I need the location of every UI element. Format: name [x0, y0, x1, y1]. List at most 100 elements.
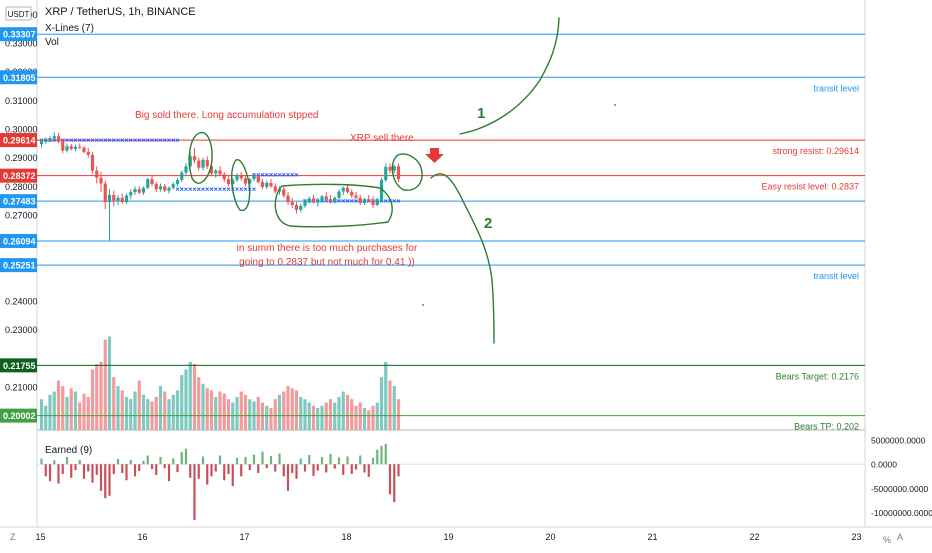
candle[interactable] — [73, 144, 78, 152]
candle[interactable] — [192, 147, 197, 164]
candle[interactable] — [48, 136, 52, 142]
timezone-button[interactable]: Z — [10, 532, 16, 542]
candle[interactable] — [239, 172, 243, 181]
candle[interactable] — [337, 189, 341, 200]
currency-badge[interactable]: USDT — [5, 6, 32, 21]
candle[interactable] — [392, 164, 396, 174]
candle[interactable] — [175, 177, 180, 187]
candle[interactable] — [358, 194, 362, 205]
volume-bar — [175, 390, 180, 430]
candle[interactable] — [290, 197, 294, 208]
candle[interactable] — [137, 186, 141, 195]
candle-body — [52, 136, 56, 139]
level-price-badge[interactable] — [0, 358, 37, 373]
candle[interactable] — [354, 192, 358, 200]
candle[interactable] — [154, 182, 158, 193]
candle[interactable] — [103, 180, 107, 210]
candle[interactable] — [341, 186, 345, 195]
candle[interactable] — [371, 196, 375, 208]
candle[interactable] — [256, 174, 260, 184]
candle[interactable] — [56, 133, 61, 144]
percent-scale-button[interactable]: % — [883, 535, 891, 545]
level-price-badge[interactable] — [0, 168, 37, 183]
candle[interactable] — [116, 194, 120, 205]
candle[interactable] — [188, 151, 192, 170]
candle[interactable] — [388, 163, 392, 174]
candle[interactable] — [150, 176, 154, 187]
candle[interactable] — [345, 184, 350, 194]
level-price-badge[interactable] — [0, 194, 37, 209]
volume-bar — [69, 388, 73, 430]
candle[interactable] — [44, 137, 48, 144]
candle[interactable] — [269, 179, 273, 188]
candle[interactable] — [184, 163, 188, 175]
candle[interactable] — [299, 203, 303, 213]
candle[interactable] — [367, 194, 371, 203]
candle[interactable] — [129, 189, 133, 200]
candle[interactable] — [243, 176, 248, 187]
candle[interactable] — [252, 173, 256, 182]
candle[interactable] — [133, 186, 137, 195]
candle[interactable] — [112, 190, 116, 207]
level-price-badge[interactable] — [0, 133, 37, 148]
candle[interactable] — [78, 143, 82, 150]
candle[interactable] — [222, 172, 226, 183]
candle[interactable] — [294, 202, 299, 214]
candle[interactable] — [214, 169, 218, 178]
candle[interactable] — [167, 186, 171, 194]
candle[interactable] — [333, 196, 337, 204]
candle[interactable] — [260, 179, 265, 190]
candle[interactable] — [218, 166, 222, 176]
candle[interactable] — [362, 197, 367, 205]
candle[interactable] — [86, 147, 90, 158]
candle[interactable] — [180, 170, 184, 183]
candle[interactable] — [328, 194, 333, 204]
candle[interactable] — [320, 194, 324, 203]
candle[interactable] — [375, 197, 379, 207]
auto-scale-button[interactable]: A — [897, 532, 903, 542]
candle[interactable] — [286, 192, 290, 205]
candle[interactable] — [303, 199, 307, 208]
candle[interactable] — [324, 192, 328, 202]
level-price-badge[interactable] — [0, 233, 37, 248]
candle[interactable] — [350, 189, 354, 198]
level-price-badge[interactable] — [0, 27, 37, 42]
candle[interactable] — [141, 186, 146, 195]
level-price-badge[interactable] — [0, 70, 37, 85]
candle[interactable] — [146, 177, 150, 190]
candle[interactable] — [197, 157, 201, 171]
level-price-badge[interactable] — [0, 258, 37, 273]
candle[interactable] — [99, 172, 103, 193]
candle[interactable] — [384, 163, 388, 183]
candle[interactable] — [39, 139, 44, 148]
candle[interactable] — [69, 143, 73, 151]
candle[interactable] — [265, 180, 269, 190]
candle[interactable] — [205, 156, 209, 170]
candle[interactable] — [311, 194, 316, 204]
candle[interactable] — [396, 163, 401, 183]
candle[interactable] — [235, 173, 239, 183]
candle[interactable] — [124, 193, 129, 205]
candle[interactable] — [65, 143, 69, 153]
candle[interactable] — [226, 174, 231, 187]
candle[interactable] — [120, 193, 124, 204]
earned-bar — [380, 445, 383, 465]
candle[interactable] — [201, 157, 205, 171]
candle[interactable] — [316, 197, 320, 207]
candle[interactable] — [282, 186, 286, 198]
candle[interactable] — [61, 139, 65, 154]
candle[interactable] — [307, 196, 311, 204]
candle[interactable] — [107, 189, 112, 241]
candle[interactable] — [171, 182, 175, 190]
candle[interactable] — [52, 131, 56, 141]
candle[interactable] — [90, 151, 95, 174]
candle[interactable] — [82, 146, 86, 154]
level-price-badge[interactable] — [0, 408, 37, 423]
candle[interactable] — [163, 184, 167, 193]
candle[interactable] — [273, 183, 277, 194]
x-line-marker — [133, 138, 137, 143]
candle[interactable] — [158, 183, 163, 192]
candle[interactable] — [95, 166, 99, 184]
